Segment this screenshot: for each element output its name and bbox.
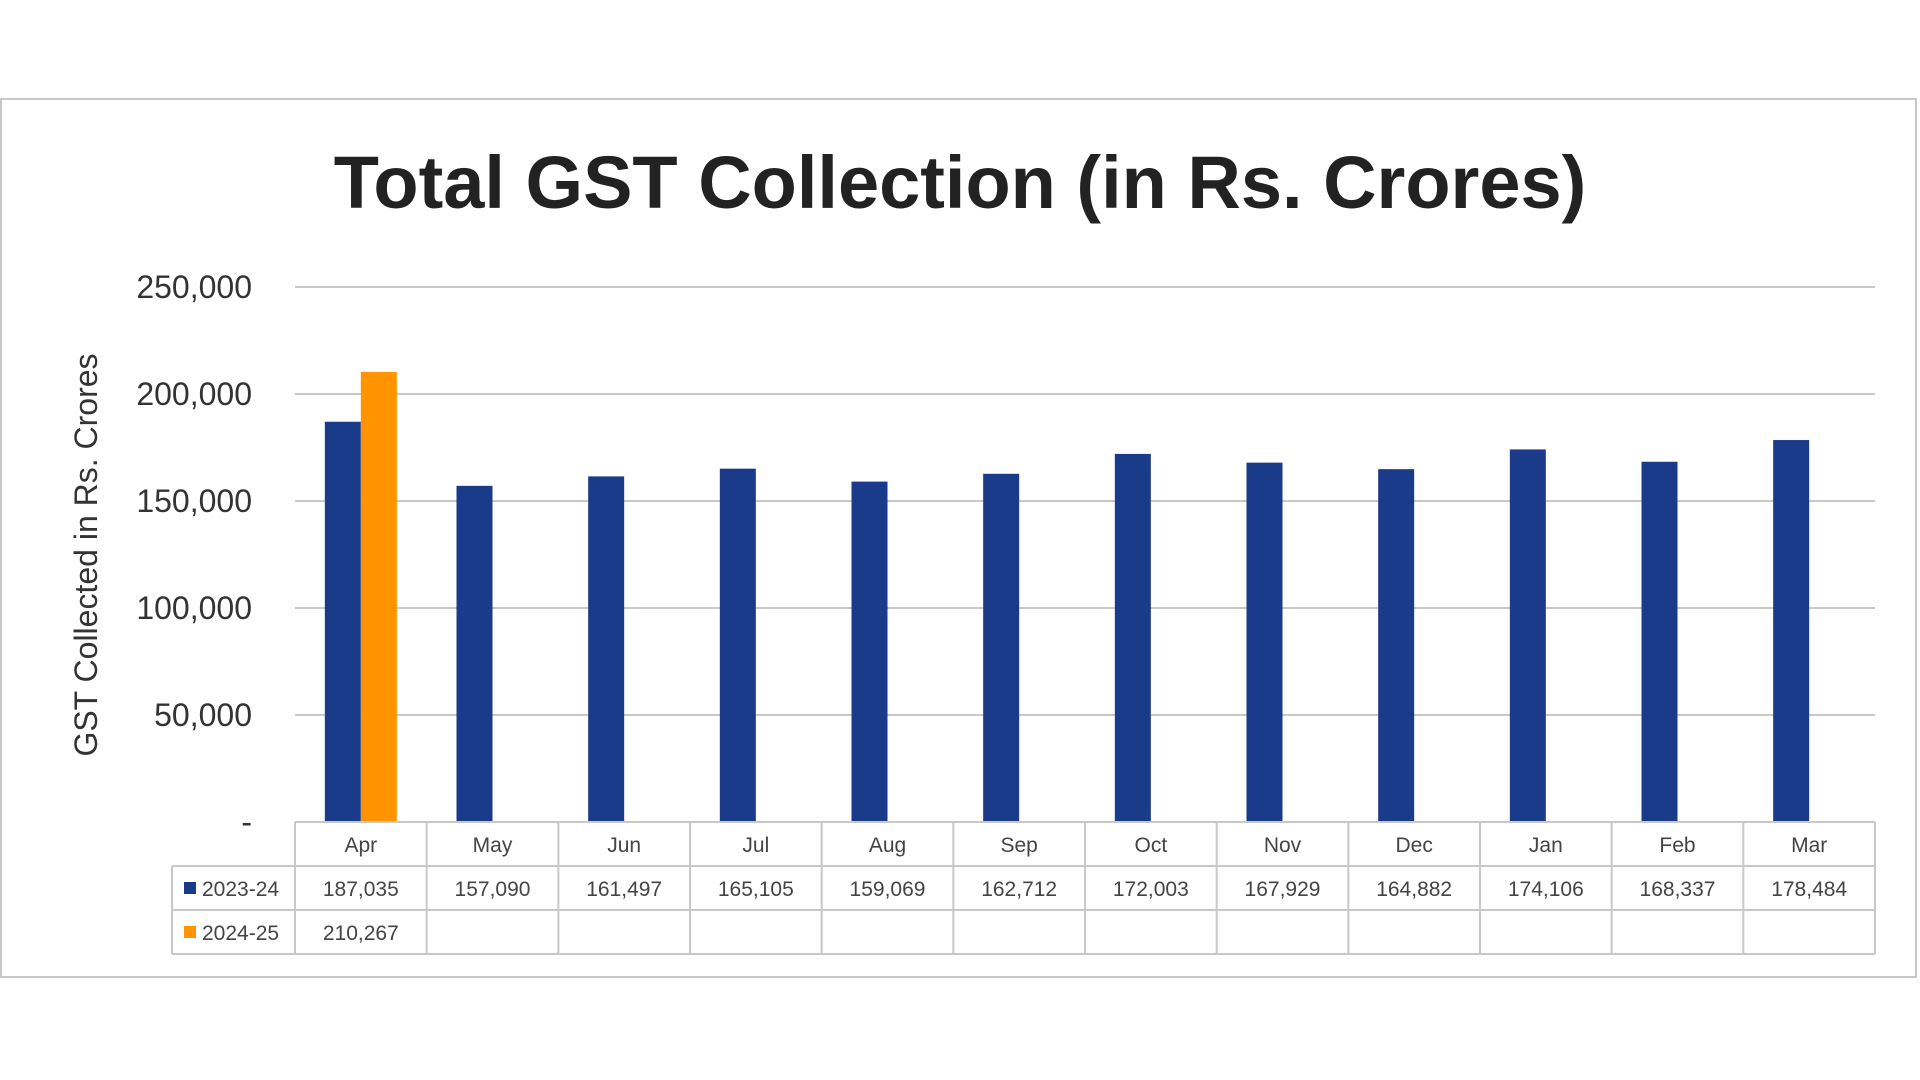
bar-2023-24-May	[456, 485, 493, 822]
legend-label: 2024-25	[202, 922, 279, 945]
chart-frame: Total GST Collection (in Rs. Crores) GST…	[0, 98, 1917, 978]
bar-2023-24-Jul	[719, 468, 756, 822]
y-axis-label: GST Collected in Rs. Crores	[68, 353, 104, 756]
category-label: May	[473, 834, 513, 857]
bar-2023-24-Aug	[851, 481, 888, 822]
bar-2024-25-Apr	[360, 372, 397, 822]
bar-2023-24-Mar	[1773, 440, 1810, 822]
legend-swatch	[184, 882, 196, 894]
data-label: 164,882	[1376, 878, 1452, 901]
category-label: Mar	[1791, 834, 1827, 857]
category-label: Feb	[1659, 834, 1695, 857]
data-label: 159,069	[850, 878, 926, 901]
category-label: Nov	[1264, 834, 1302, 857]
data-label: 161,497	[586, 878, 662, 901]
category-label: Sep	[1000, 834, 1037, 857]
data-label: 168,337	[1640, 878, 1716, 901]
data-label: 172,003	[1113, 878, 1189, 901]
bars	[324, 372, 1810, 822]
legend-swatch	[184, 926, 196, 938]
category-label: Jan	[1529, 834, 1563, 857]
category-label: Jul	[742, 834, 769, 857]
data-label: 178,484	[1771, 878, 1847, 901]
bar-2023-24-Sep	[983, 473, 1020, 822]
y-tick-label: 150,000	[136, 483, 252, 519]
data-label: 157,090	[455, 878, 531, 901]
bar-2023-24-Dec	[1378, 469, 1415, 822]
bar-2023-24-Jun	[588, 476, 625, 822]
data-label: 162,712	[981, 878, 1057, 901]
category-label: Oct	[1134, 834, 1167, 857]
data-label: 167,929	[1245, 878, 1321, 901]
data-table: Apr May Jun Jul Aug Sep Oct Nov Dec Jan Feb Mar 2023…	[171, 821, 1876, 955]
bar-2023-24-Oct	[1114, 453, 1151, 822]
y-tick-labels: - 50,000 100,000 150,000 200,000 250,000	[136, 269, 252, 840]
category-label: Aug	[869, 834, 906, 857]
category-label: Apr	[344, 834, 377, 857]
gst-bar-chart: Total GST Collection (in Rs. Crores) GST…	[68, 141, 1876, 955]
data-label: 210,267	[323, 922, 399, 945]
bar-2023-24-Apr	[324, 421, 361, 822]
gridlines	[295, 286, 1875, 716]
data-label: 174,106	[1508, 878, 1584, 901]
bar-2023-24-Nov	[1246, 462, 1283, 822]
data-label: 187,035	[323, 878, 399, 901]
bar-2023-24-Feb	[1641, 461, 1678, 822]
y-tick-label: 200,000	[136, 376, 252, 412]
bar-2023-24-Jan	[1509, 449, 1546, 822]
data-label: 165,105	[718, 878, 794, 901]
y-tick-label: 100,000	[136, 590, 252, 626]
chart-title: Total GST Collection (in Rs. Crores)	[334, 141, 1587, 224]
legend-label: 2023-24	[202, 878, 279, 901]
category-label: Jun	[607, 834, 641, 857]
y-tick-label: 250,000	[136, 269, 252, 305]
y-tick-label: 50,000	[154, 697, 252, 733]
y-tick-label: -	[241, 804, 252, 840]
category-label: Dec	[1395, 834, 1432, 857]
